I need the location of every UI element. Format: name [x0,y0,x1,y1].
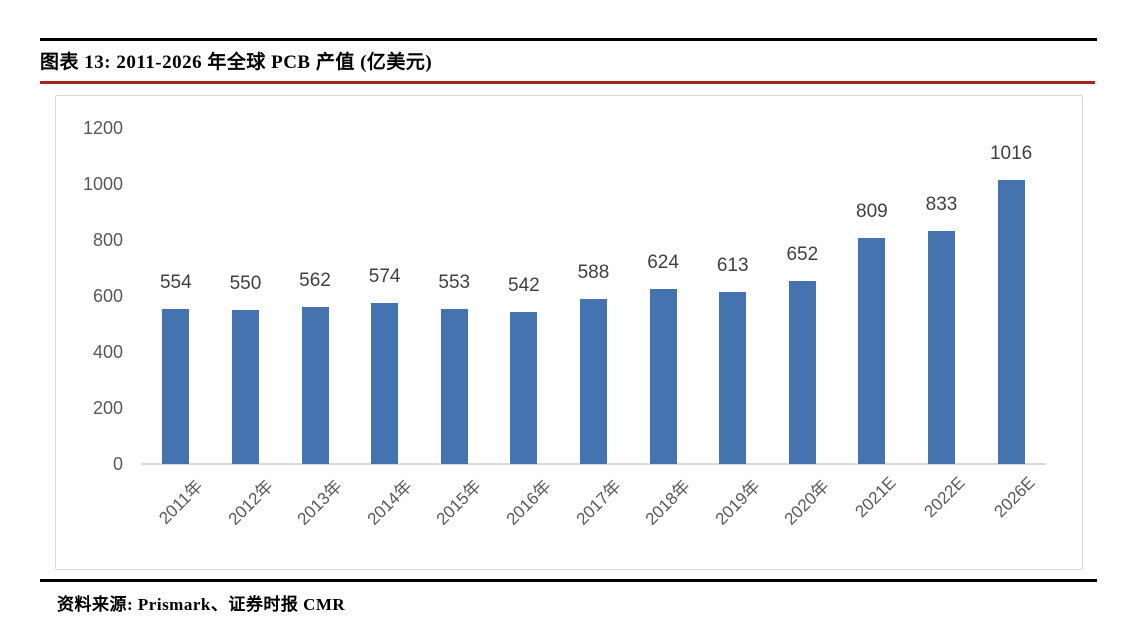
bar-column: 553 2015年 [419,128,489,529]
bar [510,312,538,464]
bar-column: 554 2011年 [141,128,211,528]
top-rule [40,38,1097,41]
bar-value-label: 624 [647,252,679,274]
bar-value-label: 809 [856,200,888,222]
bar-column: 652 2020年 [767,128,837,528]
bar-value-label: 562 [299,269,331,291]
y-tick-label: 1200 [82,118,123,138]
bar-column: 624 2018年 [628,128,698,528]
bar [162,308,190,464]
x-tick-label: 2014年 [363,476,416,529]
bar [231,310,259,464]
y-tick-label: 0 [112,454,123,474]
bar-value-label: 574 [368,266,401,288]
bar-column: 833 2022E [907,128,977,521]
x-tick-label: 2015年 [433,476,486,529]
bar-value-label: 833 [925,193,958,215]
x-tick-label: 2017年 [572,476,625,529]
bar-column: 613 2019年 [698,128,768,528]
bar [997,179,1025,464]
y-tick-label: 1000 [82,174,123,194]
bar [928,230,955,464]
bar-column: 809 2021E [837,128,907,522]
bar-chart: 0 200 400 600 800 1000 1200 554 2011年 550 2012年 56… [55,95,1083,570]
bar [301,306,329,464]
x-tick-label: 2022E [920,473,969,522]
x-tick-label: 2019年 [711,476,764,529]
bar [788,281,816,464]
bar [858,237,886,464]
bar-column: 1016 2026E [976,128,1046,522]
bottom-rule [40,579,1097,582]
source-note: 资料来源: Prismark、证券时报 CMR [57,595,346,614]
bar-column: 562 2013年 [280,128,350,529]
accent-rule [40,81,1095,84]
bar [719,292,747,464]
plot-area: 554 2011年 550 2012年 562 2013年 574 2014年 553 2015年… [141,128,1046,529]
bar-column: 550 2012年 [211,128,281,529]
bar-value-label: 542 [508,275,540,297]
x-tick-label: 2011年 [155,476,207,528]
bar [371,303,399,464]
bar-value-label: 1016 [989,142,1033,164]
figure-title: 图表 13: 2011-2026 年全球 PCB 产值 (亿美元) [40,52,433,73]
bar-value-label: 652 [786,244,819,266]
x-tick-label: 2013年 [293,476,347,529]
x-tick-label: 2026E [990,473,1039,522]
y-tick-label: 600 [92,286,123,306]
bar-column: 588 2017年 [559,128,629,528]
bar-value-label: 554 [159,271,192,293]
x-tick-label: 2012年 [224,476,277,529]
bar-value-label: 613 [716,255,749,277]
y-tick-label: 400 [92,342,123,362]
x-tick-label: 2020年 [781,476,834,529]
bar-value-label: 550 [229,273,262,294]
bar-value-label: 553 [438,272,471,294]
x-axis-line [141,463,1046,465]
x-tick-label: 2021E [851,473,900,522]
bar-column: 542 2016年 [489,128,559,529]
bar [440,309,468,464]
x-tick-label: 2018年 [641,476,695,529]
x-tick-label: 2016年 [502,476,555,529]
y-axis: 0 200 400 600 800 1000 1200 [56,96,123,569]
bar [649,289,677,464]
y-tick-label: 800 [92,230,123,250]
y-tick-label: 200 [92,398,123,418]
bar [579,299,607,464]
bar-value-label: 588 [577,262,610,284]
bar-column: 574 2014年 [350,128,420,528]
